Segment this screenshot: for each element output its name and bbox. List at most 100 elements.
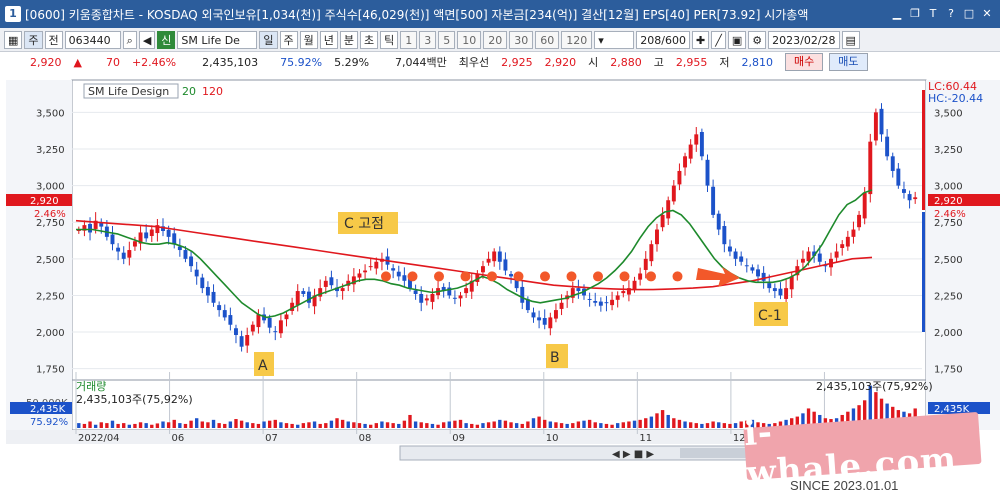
volume-bar [391, 423, 395, 428]
candle-body [722, 226, 727, 245]
scroll-controls-icon[interactable]: ◀ ▶ ■ ▶ [612, 449, 654, 460]
interval-60[interactable]: 60 [535, 30, 560, 49]
interval-dropdown[interactable]: ▾ [594, 30, 635, 49]
tab-period-minute[interactable]: 분 [339, 30, 359, 49]
candle-body [542, 318, 547, 325]
date-field[interactable]: 2023/02/28 [768, 30, 840, 49]
left-price-text: 2,920 [30, 196, 59, 207]
crosshair-icon[interactable]: ✚ [692, 30, 710, 49]
x-tick-label: 06 [172, 433, 185, 444]
candle-body [750, 267, 755, 271]
volume-bar [694, 423, 698, 428]
grid-icon[interactable]: ▦ [4, 30, 23, 49]
volume-bar [655, 413, 659, 428]
candle-body [99, 223, 104, 227]
volume-bar [195, 418, 199, 428]
save-icon[interactable]: ▣ [727, 30, 747, 49]
volume-value-right: 2,435,103주(75,92%) [816, 380, 933, 393]
draw-icon[interactable]: ╱ [711, 30, 726, 49]
period-select[interactable]: 주 [24, 30, 43, 49]
market-prefix[interactable]: 전 [44, 30, 63, 49]
candle-body [727, 246, 732, 252]
close-icon[interactable]: ✕ [982, 7, 992, 20]
interval-5[interactable]: 5 [438, 30, 456, 49]
volume-bar [711, 421, 715, 428]
candle-body [256, 314, 261, 328]
tab-period-second[interactable]: 초 [360, 30, 379, 49]
x-tick-label: 2022/04 [78, 433, 120, 444]
volume-bar [436, 424, 440, 428]
volume-bar [498, 419, 502, 428]
sound-icon[interactable]: ◀ [138, 30, 156, 49]
annotation-c1 [754, 302, 788, 326]
volume-bar [77, 423, 81, 428]
y-tick-right: 3,500 [934, 108, 963, 119]
price-chart[interactable]: 3,500 3,250 3,000 2,750 2,500 2,250 2,000 1,750… [0, 72, 1000, 500]
interval-10[interactable]: 10 [457, 30, 482, 49]
maximize-icon[interactable]: □ [963, 7, 975, 20]
volume-bar [178, 423, 182, 428]
calendar-icon[interactable]: ▤ [841, 30, 860, 49]
restore-icon[interactable]: ❐ [910, 7, 920, 20]
volume-bar [110, 420, 115, 428]
candle-body [273, 331, 278, 333]
candle-body [913, 197, 918, 200]
search-icon[interactable]: ⌕ [122, 30, 137, 49]
y-tick-left: 2,000 [36, 328, 65, 339]
candle-body [323, 280, 328, 287]
volume-bar [571, 423, 575, 428]
candle-body [677, 170, 682, 185]
candle-body [683, 156, 688, 168]
sell-button[interactable]: 매도 [829, 53, 868, 71]
candle-body [363, 270, 368, 273]
volume-bar [228, 421, 233, 428]
volume-bar [616, 423, 620, 428]
gear-icon[interactable]: ⚙ [748, 30, 767, 49]
volume-bar [688, 422, 693, 428]
volume-bar [582, 420, 586, 428]
marker-dot [672, 271, 683, 282]
candle-body [907, 194, 912, 201]
candle-body [391, 268, 396, 271]
settings-icon[interactable]: T [929, 7, 937, 20]
interval-20[interactable]: 20 [483, 30, 508, 49]
tab-period-month[interactable]: 월 [299, 30, 318, 49]
volume-value: 2,435,103주(75,92%) [76, 393, 193, 406]
volume-bar [503, 420, 508, 428]
candle-body [267, 318, 272, 328]
new-button[interactable]: 신 [157, 30, 176, 49]
tab-period-year[interactable]: 년 [319, 30, 338, 49]
count-field[interactable]: 208/600 [636, 30, 690, 49]
x-tick-label: 09 [452, 433, 465, 444]
candle-body [806, 251, 811, 262]
volume-bar [88, 421, 92, 428]
x-tick-label: 12 [733, 433, 746, 444]
scroll-thumb[interactable] [680, 448, 800, 458]
candle-body [312, 295, 317, 307]
tab-period-week[interactable]: 주 [279, 30, 298, 49]
interval-30[interactable]: 30 [509, 30, 534, 49]
interval-1[interactable]: 1 [400, 30, 418, 49]
tab-period-tick[interactable]: 틱 [380, 30, 399, 49]
buy-button[interactable]: 매수 [785, 53, 824, 71]
volume-bar [127, 424, 132, 428]
candle-body [778, 288, 783, 296]
volume-bar [105, 423, 109, 428]
tab-period-day[interactable]: 일 [259, 30, 278, 49]
help-icon[interactable]: ? [948, 7, 954, 20]
minimize-icon[interactable]: ▁ [892, 7, 902, 20]
candle-body [346, 280, 351, 286]
candle-body [772, 288, 777, 292]
volume-bar [374, 423, 378, 428]
candle-body [374, 261, 379, 269]
volume-bar [587, 419, 592, 428]
volume-bar [144, 423, 148, 428]
candle-body [890, 156, 895, 171]
interval-3[interactable]: 3 [419, 30, 437, 49]
chart-area[interactable]: 3,500 3,250 3,000 2,750 2,500 2,250 2,000 1,750… [0, 72, 1000, 500]
volume-bar [116, 423, 120, 428]
lc-bar [922, 90, 925, 210]
interval-120[interactable]: 120 [561, 30, 593, 49]
annotation-a-text: A [258, 358, 268, 374]
stock-code-input[interactable]: 063440 [64, 30, 121, 49]
